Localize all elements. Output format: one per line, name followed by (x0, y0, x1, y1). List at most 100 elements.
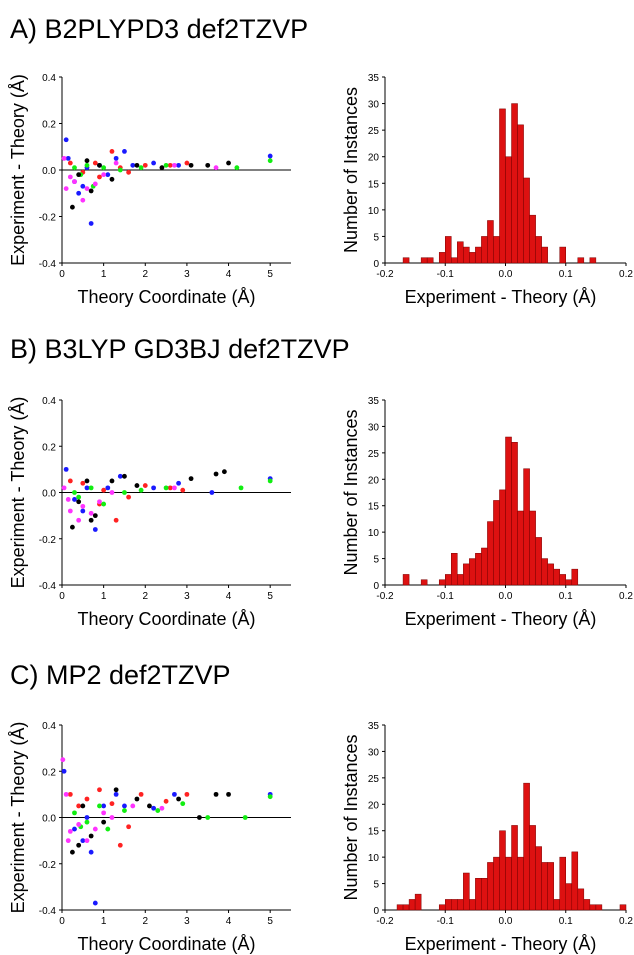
data-point-red (92, 160, 98, 166)
data-point-red (97, 787, 102, 793)
data-point-blue (84, 485, 90, 491)
data-point-black (122, 473, 127, 479)
histogram-bar (535, 236, 542, 264)
histogram-bar (511, 442, 518, 586)
data-point-black (109, 478, 115, 484)
data-point-magenta (67, 174, 73, 180)
data-point-blue (92, 900, 98, 906)
histogram-bar (463, 246, 470, 264)
histogram-bar (487, 521, 494, 586)
data-point-red (101, 487, 107, 493)
x-tick-label: 0.1 (559, 916, 573, 927)
data-point-black (70, 524, 75, 530)
histogram-bar (408, 899, 416, 911)
data-point-red (184, 160, 190, 166)
y-tick-label: -0.2 (39, 860, 57, 871)
data-point-black (84, 158, 90, 164)
data-point-magenta (60, 757, 66, 763)
data-point-magenta (92, 826, 98, 832)
data-point-blue (80, 838, 86, 844)
histogram-bar (511, 825, 518, 911)
data-point-green (122, 490, 127, 495)
histogram-bar (505, 156, 512, 264)
histogram-bar (517, 124, 524, 264)
data-point-blue (63, 466, 69, 472)
panel-b-title: B) B3LYP GD3BJ def2TZVP (10, 334, 350, 364)
x-tick-label: 0.2 (619, 591, 633, 602)
histogram-bar (523, 782, 530, 911)
data-point-magenta (109, 490, 115, 495)
histogram-bar (451, 553, 458, 586)
x-tick-label: -0.1 (437, 916, 455, 927)
x-axis-label: Experiment - Theory (Å) (405, 609, 597, 629)
data-point-magenta (63, 186, 69, 192)
histogram-bar (559, 856, 566, 911)
data-point-red (142, 483, 148, 488)
histogram-bar (493, 500, 500, 586)
data-point-blue (151, 805, 157, 811)
histogram-bar (469, 899, 476, 911)
data-point-black (205, 162, 211, 168)
y-tick-label: 0.2 (42, 442, 56, 453)
histogram-bar (438, 252, 446, 264)
histogram-b (382, 399, 627, 588)
data-point-red (142, 162, 148, 168)
histogram-bar (493, 856, 500, 911)
histogram-bar (499, 489, 506, 586)
x-tick-label: 0 (59, 916, 65, 927)
data-point-blue (267, 153, 273, 159)
data-point-blue (72, 497, 77, 502)
data-point-magenta (80, 197, 86, 203)
x-tick-label: 5 (267, 269, 273, 280)
x-tick-label: 1 (101, 591, 107, 602)
data-point-magenta (76, 822, 82, 827)
x-tick-label: 0.2 (619, 269, 633, 280)
data-point-red (113, 517, 119, 523)
y-tick-label: 10 (368, 528, 380, 539)
data-point-blue (72, 826, 77, 832)
histogram-bar (529, 825, 536, 911)
data-point-green (138, 165, 144, 171)
y-tick-label: 20 (368, 153, 380, 164)
y-tick-label: 30 (368, 747, 380, 758)
histogram-bar (499, 830, 506, 911)
data-point-black (113, 787, 119, 793)
data-point-green (163, 485, 169, 491)
data-point-red (67, 791, 73, 797)
data-point-red (76, 803, 82, 809)
data-point-magenta (84, 186, 90, 192)
y-tick-label: -0.4 (39, 581, 57, 592)
data-point-magenta (130, 803, 136, 809)
histogram-bar (402, 904, 410, 911)
histogram-bar (469, 558, 476, 586)
histogram-a (382, 76, 627, 266)
y-tick-label: 0.2 (42, 767, 56, 778)
data-point-magenta (97, 499, 102, 505)
histogram-bar (571, 568, 579, 586)
histogram-bar (541, 862, 548, 911)
histogram-bar (565, 883, 573, 911)
histogram-bar (438, 904, 446, 911)
data-point-red (97, 174, 102, 180)
data-point-black (213, 791, 219, 797)
x-tick-label: 1 (101, 916, 107, 927)
x-tick-label: 1 (101, 269, 107, 280)
data-point-blue (88, 221, 94, 226)
x-tick-label: 3 (184, 916, 190, 927)
data-point-magenta (76, 517, 82, 523)
data-point-magenta (159, 805, 165, 811)
histogram-bar (414, 893, 422, 911)
x-tick-label: -0.1 (437, 591, 455, 602)
histogram-bar (475, 553, 482, 586)
y-tick-label: 10 (368, 853, 380, 864)
y-tick-label: 15 (368, 179, 380, 190)
x-tick-label: -0.2 (376, 916, 394, 927)
histogram-bar (553, 899, 560, 911)
histogram-bar (420, 579, 428, 586)
y-tick-label: 0.2 (42, 120, 56, 131)
histogram-bar (595, 904, 603, 911)
data-point-green (72, 165, 77, 171)
data-point-green (101, 501, 107, 507)
x-axis-label: Theory Coordinate (Å) (77, 609, 255, 629)
histogram-bar (426, 257, 434, 264)
